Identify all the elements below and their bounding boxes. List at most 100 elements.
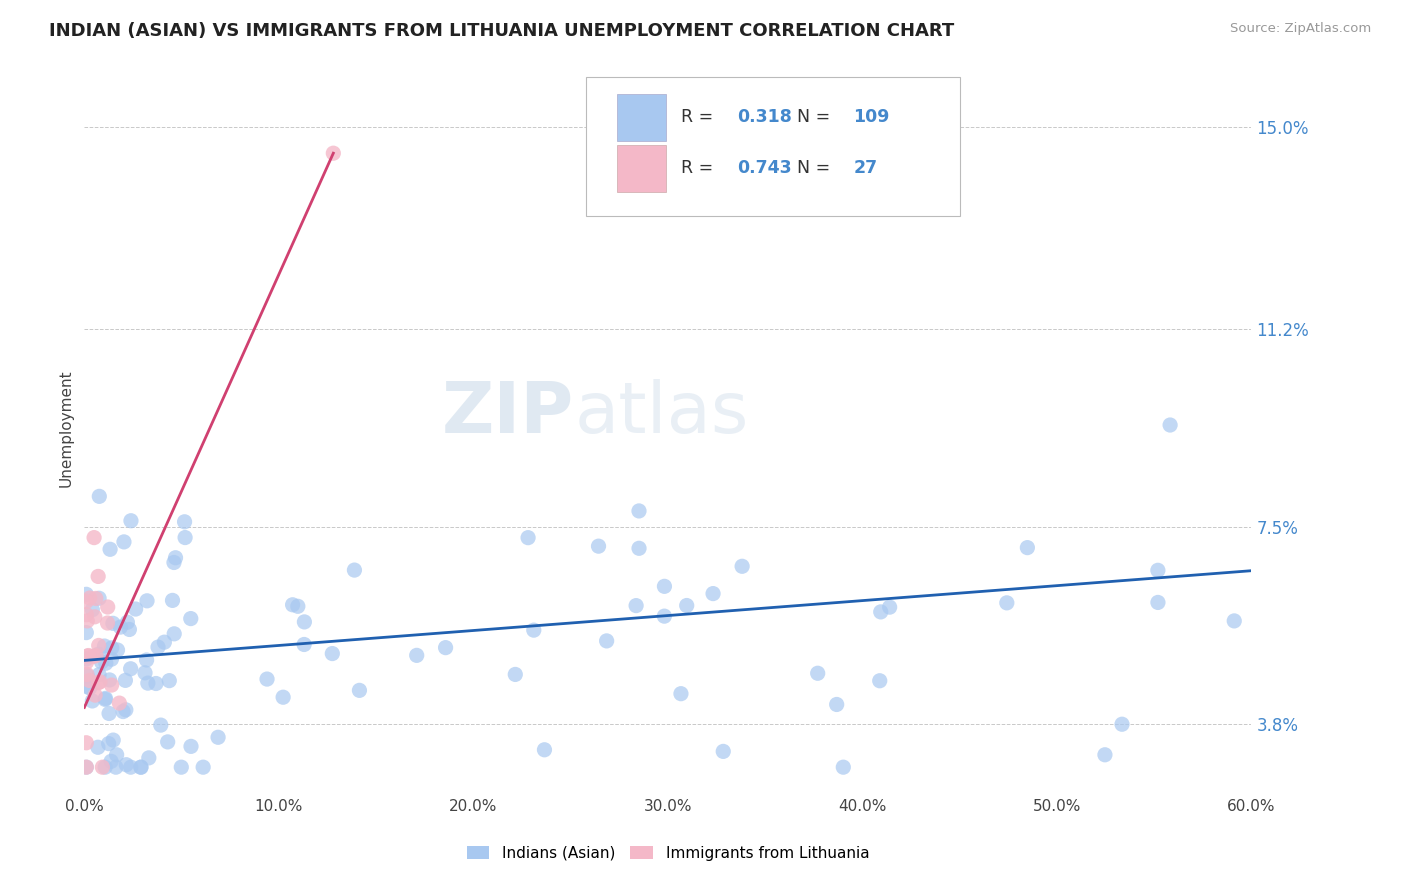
Point [533, 743, 555, 757]
Point [669, 687, 692, 701]
Point [87, 675, 110, 690]
Point [117, 615, 139, 630]
Point [138, 751, 160, 765]
Text: 27: 27 [853, 160, 877, 178]
Point [120, 760, 142, 774]
Point [163, 627, 186, 641]
Point [675, 599, 697, 613]
Point [112, 705, 135, 719]
Text: ZIP: ZIP [443, 379, 575, 448]
Point [869, 673, 891, 688]
Point [82, 649, 104, 664]
Point [84, 591, 107, 606]
Point [94, 691, 117, 706]
Point [503, 667, 526, 681]
Point [343, 563, 366, 577]
Point [292, 615, 315, 629]
Point [84, 648, 107, 663]
Point [869, 605, 891, 619]
Point [134, 665, 156, 680]
Point [84, 688, 107, 702]
Point [100, 755, 122, 769]
Point [76, 649, 98, 664]
Point [87, 639, 110, 653]
Point [145, 676, 167, 690]
Point [87, 740, 110, 755]
Point [79, 673, 101, 688]
Point [89, 489, 111, 503]
Point [79, 681, 101, 695]
Point [1111, 717, 1133, 731]
Point [93, 639, 115, 653]
Point [180, 739, 202, 754]
Point [523, 623, 546, 637]
Point [207, 731, 229, 745]
Point [100, 640, 122, 655]
Point [1159, 417, 1181, 432]
FancyBboxPatch shape [586, 77, 960, 216]
Point [1147, 595, 1170, 609]
Point [156, 735, 179, 749]
Point [146, 640, 169, 654]
Text: Source: ZipAtlas.com: Source: ZipAtlas.com [1230, 22, 1371, 36]
Legend: Indians (Asian), Immigrants from Lithuania: Indians (Asian), Immigrants from Lithuan… [460, 839, 876, 867]
Point [124, 602, 146, 616]
Point [98, 673, 121, 687]
Point [628, 541, 651, 556]
FancyBboxPatch shape [616, 94, 665, 141]
Point [76, 655, 98, 669]
Point [76, 614, 98, 628]
Point [271, 690, 294, 705]
Point [731, 559, 754, 574]
Text: N =: N = [797, 160, 837, 178]
Point [96, 615, 118, 630]
Point [97, 737, 120, 751]
Point [165, 550, 187, 565]
Point [120, 662, 142, 676]
Point [627, 504, 650, 518]
Point [87, 569, 110, 583]
Point [711, 744, 734, 758]
Point [118, 623, 141, 637]
Text: atlas: atlas [575, 379, 749, 448]
Point [87, 647, 110, 661]
Point [174, 531, 197, 545]
Point [110, 620, 132, 634]
Point [173, 515, 195, 529]
Point [595, 633, 617, 648]
Point [103, 733, 125, 747]
Point [405, 648, 427, 663]
Point [1147, 563, 1170, 577]
Point [149, 718, 172, 732]
Point [107, 643, 129, 657]
Point [75, 760, 97, 774]
Text: 0.743: 0.743 [737, 160, 792, 178]
Point [1017, 541, 1039, 555]
Text: 0.318: 0.318 [737, 108, 792, 127]
Point [76, 669, 98, 683]
Point [94, 692, 117, 706]
Point [170, 760, 193, 774]
FancyBboxPatch shape [616, 145, 665, 192]
Point [87, 667, 110, 681]
Point [517, 531, 540, 545]
Point [108, 696, 131, 710]
Point [129, 760, 152, 774]
Point [162, 593, 184, 607]
Point [83, 531, 105, 545]
Point [588, 539, 610, 553]
Point [94, 760, 117, 774]
Point [82, 603, 104, 617]
Text: INDIAN (ASIAN) VS IMMIGRANTS FROM LITHUANIA UNEMPLOYMENT CORRELATION CHART: INDIAN (ASIAN) VS IMMIGRANTS FROM LITHUA… [49, 22, 955, 40]
Point [135, 653, 157, 667]
Point [97, 600, 120, 615]
Point [825, 698, 848, 712]
Point [114, 703, 136, 717]
Point [75, 625, 97, 640]
Point [115, 757, 138, 772]
Point [654, 579, 676, 593]
Point [879, 600, 901, 615]
Point [120, 514, 142, 528]
Point [89, 674, 111, 689]
Point [321, 647, 343, 661]
